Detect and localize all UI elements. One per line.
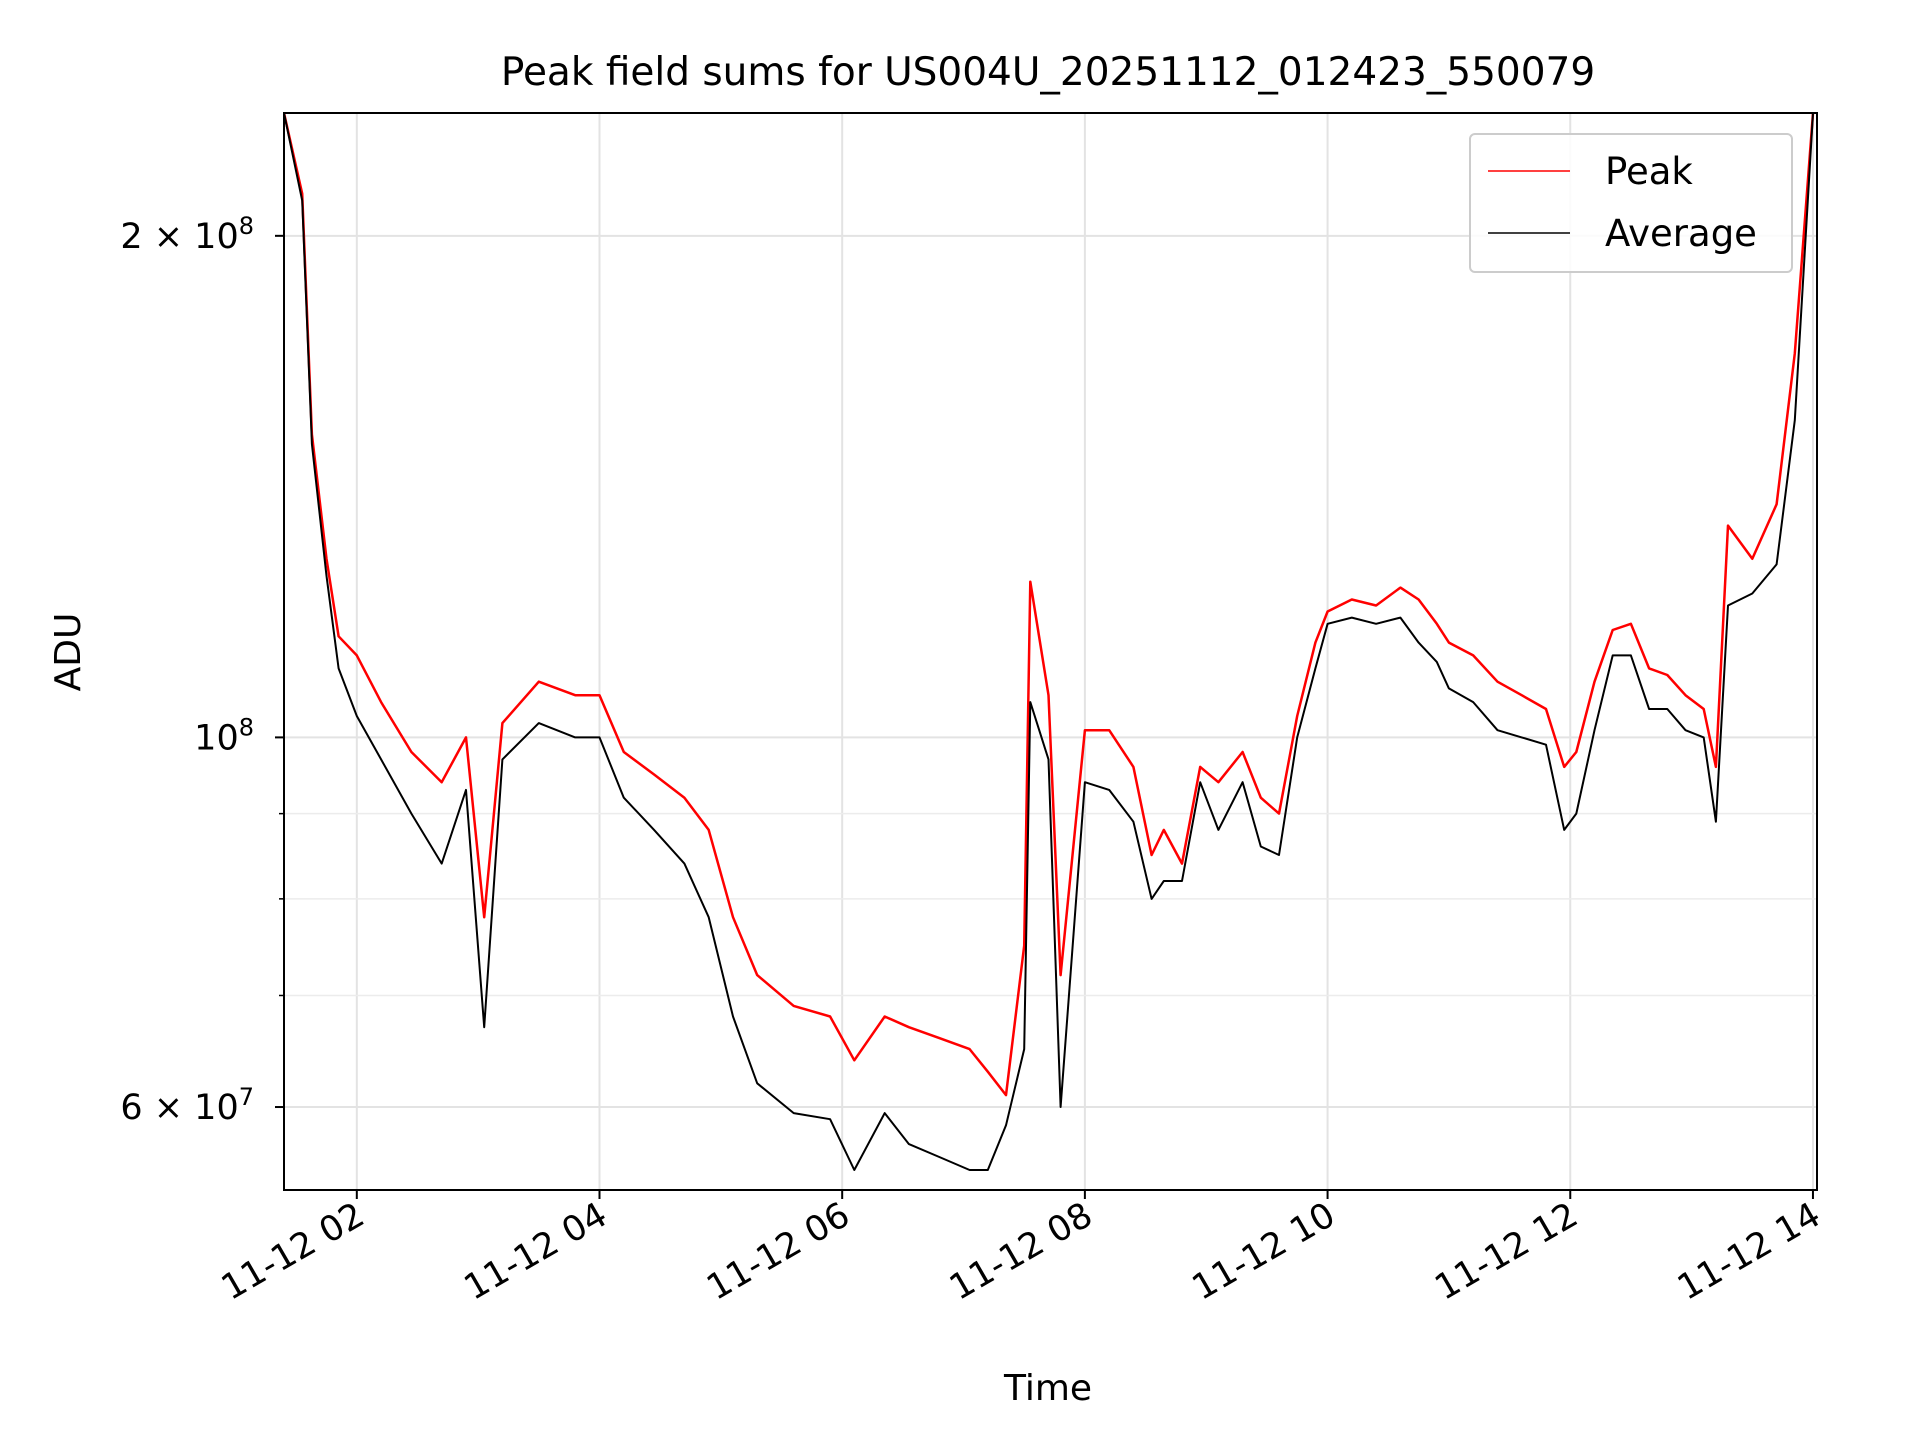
legend-average-label: Average [1605,212,1757,255]
legend-box [1469,133,1793,273]
legend: Peak Average [1469,133,1793,273]
legend-peak-label: Peak [1605,150,1693,193]
y-tick-label: 108 [194,713,254,758]
peak-series-line [284,113,1815,1097]
y-axis: 6 × 107 108 2 × 108 [120,212,284,1128]
axes-frame [283,112,1818,1191]
y-tick-label: 6 × 107 [120,1083,254,1128]
x-axis-label: Time [1003,1368,1092,1409]
average-series-line [284,113,1814,1171]
y-tick-label: 2 × 108 [120,212,254,257]
y-axis-label: ADU [48,613,89,692]
chart-title: Peak field sums for US004U_20251112_0124… [501,50,1595,95]
plot-area [284,113,1815,1171]
